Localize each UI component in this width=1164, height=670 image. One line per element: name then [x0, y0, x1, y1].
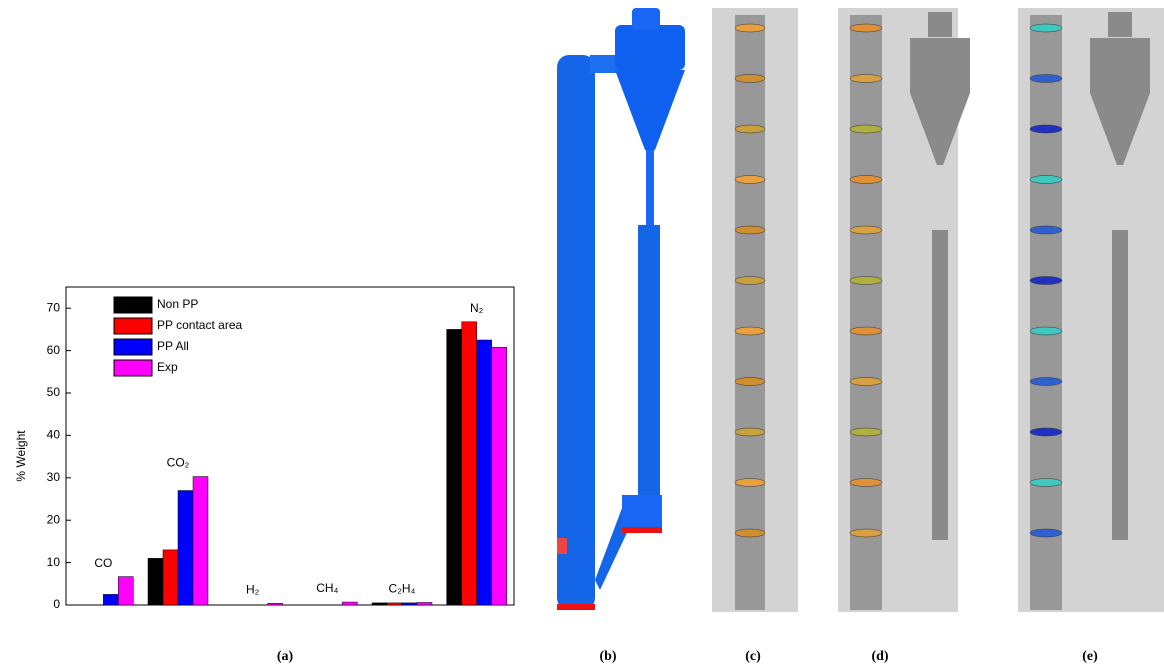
- riser: [1030, 15, 1062, 610]
- category-label: CH₄: [316, 581, 338, 595]
- slice: [1029, 528, 1063, 538]
- y-tick-label: 0: [53, 597, 60, 611]
- slice: [849, 478, 883, 487]
- slice: [1029, 276, 1063, 285]
- bar: [386, 602, 403, 606]
- panel-label: (d): [871, 649, 888, 664]
- bar: [416, 602, 433, 606]
- downcomer: [932, 230, 948, 540]
- slice: [734, 427, 766, 437]
- legend-swatch: [113, 338, 153, 356]
- legend-swatch: [113, 359, 153, 377]
- bar: [476, 339, 492, 606]
- category-label: H₂: [246, 582, 260, 596]
- slice: [734, 377, 766, 386]
- slice: [734, 225, 766, 235]
- slice: [734, 74, 766, 83]
- category-label: N₂: [470, 301, 484, 315]
- slice: [1029, 23, 1063, 33]
- render-b: [557, 8, 685, 610]
- slice: [849, 175, 883, 184]
- y-tick-label: 10: [47, 555, 61, 569]
- bar: [371, 602, 388, 606]
- legend-swatch: [113, 317, 153, 335]
- cyclone: [1108, 12, 1132, 37]
- panel-label: (a): [277, 649, 294, 664]
- legend-swatch: [113, 296, 153, 314]
- bar: [401, 602, 418, 606]
- bar: [491, 346, 507, 606]
- bar: [267, 603, 283, 606]
- y-tick-label: 60: [47, 343, 61, 357]
- slice: [734, 124, 766, 134]
- slice: [849, 23, 883, 33]
- bar: [162, 549, 179, 606]
- y-tick-label: 30: [47, 470, 61, 484]
- y-axis-label: % Weight: [14, 430, 28, 482]
- slice: [849, 377, 883, 386]
- slice: [849, 225, 883, 235]
- cyclone: [928, 12, 952, 37]
- slice: [849, 74, 883, 83]
- y-tick-label: 70: [47, 300, 61, 314]
- bar: [461, 321, 477, 606]
- bar: [118, 576, 134, 606]
- legend-label: Non PP: [157, 297, 198, 311]
- category-label: CO₂: [167, 456, 190, 470]
- bar: [177, 490, 194, 606]
- slice: [849, 528, 883, 538]
- slice: [1029, 124, 1063, 134]
- slice: [734, 478, 766, 487]
- panel-label: (e): [1082, 649, 1098, 664]
- slice: [849, 276, 883, 285]
- bar: [192, 476, 209, 606]
- legend-label: PP contact area: [157, 318, 242, 332]
- slice: [734, 23, 766, 33]
- y-tick-label: 40: [47, 428, 61, 442]
- plot-frame: [65, 286, 515, 606]
- y-tick-label: 50: [47, 385, 61, 399]
- riser: [735, 15, 765, 610]
- slice: [734, 276, 766, 285]
- slice: [734, 528, 766, 538]
- slice: [1029, 478, 1063, 487]
- downcomer: [1112, 230, 1128, 540]
- legend-label: Exp: [157, 360, 178, 374]
- slice: [1029, 225, 1063, 235]
- slice: [849, 427, 883, 437]
- panel-label: (b): [599, 649, 616, 664]
- bar: [342, 601, 358, 606]
- slice: [849, 124, 883, 134]
- legend-label: PP All: [157, 339, 189, 353]
- slice: [1029, 74, 1063, 83]
- category-label: C₂H₄: [389, 582, 416, 596]
- bar: [446, 329, 462, 606]
- slice: [1029, 175, 1063, 184]
- slice: [1029, 427, 1063, 437]
- y-tick-label: 20: [47, 512, 61, 526]
- cyclone: [1090, 38, 1150, 93]
- bar: [147, 558, 164, 606]
- cyclone: [910, 93, 970, 165]
- slice: [849, 326, 883, 336]
- cyclone: [910, 38, 970, 93]
- panel-label: (c): [745, 649, 761, 664]
- cyclone: [1090, 93, 1150, 165]
- slice: [734, 175, 766, 184]
- slice: [734, 326, 766, 336]
- category-label: CO: [94, 556, 112, 570]
- bar: [103, 594, 119, 606]
- slice: [1029, 326, 1063, 336]
- slice: [1029, 377, 1063, 386]
- riser: [850, 15, 882, 610]
